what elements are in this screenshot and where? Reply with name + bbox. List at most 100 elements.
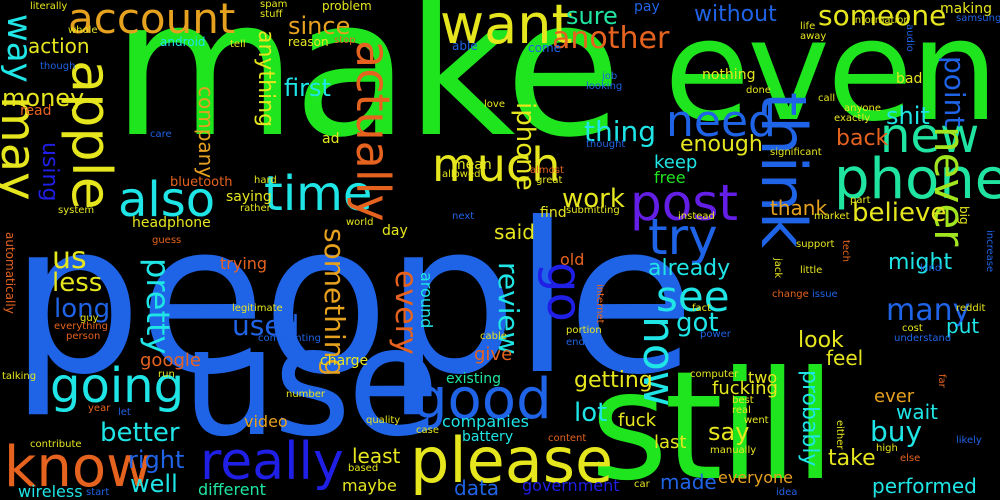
word-come: come xyxy=(528,41,562,55)
word-existing: existing xyxy=(446,371,501,387)
word-able: able xyxy=(452,39,478,53)
word-using: using xyxy=(37,142,62,202)
word-think: think xyxy=(747,92,820,249)
word-based: based xyxy=(348,463,379,474)
word-without: without xyxy=(694,2,777,27)
word-reason: reason xyxy=(288,35,329,49)
word-issue: issue xyxy=(812,289,838,300)
word-another: another xyxy=(552,21,670,56)
word-kind: kind xyxy=(920,263,942,274)
word-part: part xyxy=(850,195,871,206)
word-charge: charge xyxy=(320,353,369,369)
word-saying: saying xyxy=(226,189,272,205)
word-cost: cost xyxy=(902,323,923,334)
word-hard: hard xyxy=(254,175,277,186)
word-say: say xyxy=(708,418,750,446)
word-see: see xyxy=(656,272,730,321)
word-data: data xyxy=(454,476,500,500)
word-better: better xyxy=(100,418,180,448)
word-samsung: samsung xyxy=(956,13,1000,24)
word-take: take xyxy=(828,446,876,471)
word-well: well xyxy=(130,470,178,498)
word-put: put xyxy=(946,314,980,338)
word-change: change xyxy=(772,289,809,300)
word-two: two xyxy=(748,368,778,387)
word-really: really xyxy=(200,432,344,492)
word-best: best xyxy=(732,395,754,406)
word-sure: sure xyxy=(566,2,618,30)
word-headphone: headphone xyxy=(132,215,211,231)
word-shit: shit xyxy=(886,102,930,130)
word-work: work xyxy=(562,184,625,214)
word-wait: wait xyxy=(896,400,939,424)
word-fact: fact xyxy=(692,303,712,314)
word-less: less xyxy=(52,268,103,298)
word-legitimate: legitimate xyxy=(232,303,283,314)
word-support: support xyxy=(796,239,835,250)
word-might: might xyxy=(888,250,953,275)
word-time: time xyxy=(264,166,373,222)
word-wireless: wireless xyxy=(18,482,83,500)
word-google: google xyxy=(140,350,201,371)
word-video: video xyxy=(244,412,288,431)
word-long: long xyxy=(54,294,111,324)
word-going: going xyxy=(50,358,185,414)
word-car: car xyxy=(634,479,650,490)
word-reddit: reddit xyxy=(956,303,986,314)
word-done: done xyxy=(746,85,771,96)
word-stop: stop xyxy=(334,35,356,46)
word-good: good xyxy=(412,367,552,432)
word-world: world xyxy=(346,217,374,228)
word-content: content xyxy=(548,433,587,444)
word-phone: phone xyxy=(834,147,1000,212)
word-understand: understand xyxy=(894,333,952,344)
word-keep: keep xyxy=(654,152,698,173)
word-next: next xyxy=(452,211,475,222)
word-life: life xyxy=(800,21,816,32)
word-account: account xyxy=(68,0,236,43)
word-tell: tell xyxy=(230,39,246,50)
word-last: last xyxy=(654,432,687,453)
word-company: company xyxy=(194,86,218,179)
word-power: power xyxy=(700,329,731,340)
word-lot: lot xyxy=(574,398,608,428)
word-go: go xyxy=(536,262,592,322)
word-pay: pay xyxy=(634,0,660,15)
word-make: make xyxy=(112,0,622,179)
word-find: find xyxy=(540,205,567,221)
word-case: case xyxy=(416,425,439,436)
word-much: much xyxy=(432,138,561,192)
word-commenting: commenting xyxy=(258,333,321,344)
word-fucking: fucking xyxy=(712,378,778,399)
word-tech: tech xyxy=(840,240,851,262)
word-look: look xyxy=(798,328,844,353)
word-computer: computer xyxy=(690,369,739,380)
word-literally: literally xyxy=(30,1,68,12)
word-everyone: everyone xyxy=(718,468,793,487)
word-back: back xyxy=(836,126,889,151)
word-right: right xyxy=(128,446,185,474)
word-big: big xyxy=(957,206,971,225)
word-still: still xyxy=(590,340,836,500)
word-day: day xyxy=(382,223,408,239)
word-old: old xyxy=(560,250,585,269)
word-new: new xyxy=(880,108,980,164)
word-person: person xyxy=(66,331,101,342)
word-maybe: maybe xyxy=(342,476,397,495)
word-exactly: exactly xyxy=(834,113,871,124)
word-money: money xyxy=(2,84,85,112)
word-thought: thought xyxy=(586,139,626,150)
word-many: many xyxy=(886,293,971,328)
word-ever: ever xyxy=(874,386,915,407)
word-even: even xyxy=(664,0,999,153)
word-portion: portion xyxy=(566,325,602,336)
word-said: said xyxy=(494,220,535,244)
word-apple: apple xyxy=(60,60,123,210)
word-quality: quality xyxy=(366,415,401,426)
word-battery: battery xyxy=(462,429,514,445)
word-feel: feel xyxy=(826,346,864,370)
word-review: review xyxy=(492,262,525,355)
word-little: little xyxy=(800,265,823,276)
word-performed: performed xyxy=(872,474,977,498)
